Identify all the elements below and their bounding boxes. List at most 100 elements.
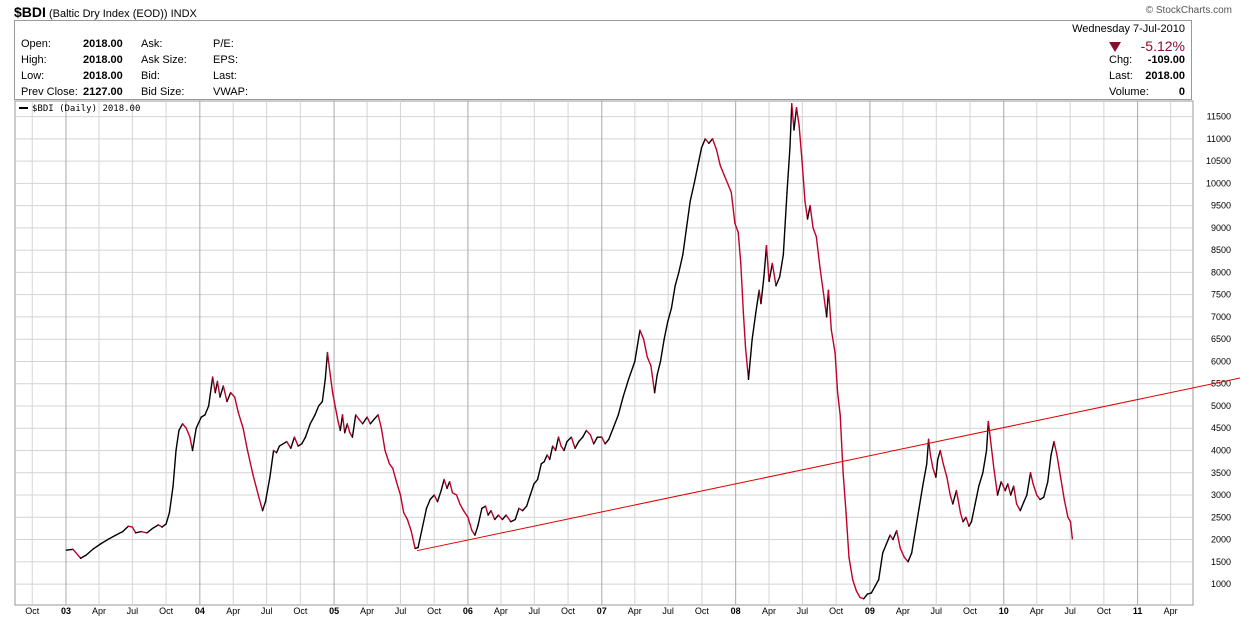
price-segment [1059, 476, 1065, 501]
price-segment [1023, 494, 1028, 503]
price-segment [497, 514, 504, 521]
price-segment [421, 507, 428, 532]
price-segment [134, 530, 142, 534]
price-segment [521, 505, 528, 512]
y-tick-label: 8000 [1211, 267, 1231, 277]
price-segment [175, 429, 180, 452]
y-tick-label: 6000 [1211, 356, 1231, 366]
low-value: 2018.00 [83, 70, 123, 82]
high-label: High: [21, 54, 47, 66]
price-segment [304, 423, 311, 438]
x-tick-label: Oct [963, 606, 978, 616]
price-segment [1019, 501, 1025, 512]
y-tick-label: 5000 [1211, 401, 1231, 411]
price-segment [99, 538, 109, 545]
price-segment [653, 374, 658, 394]
price-segment [72, 548, 82, 559]
price-segment [639, 329, 645, 340]
last-label: Last: [213, 70, 237, 82]
x-tick-label: Oct [25, 606, 40, 616]
x-tick-label: 08 [731, 606, 741, 616]
price-segment [670, 285, 676, 309]
x-tick-label: 06 [463, 606, 473, 616]
grid-lines [15, 101, 1193, 605]
price-segment [200, 414, 206, 418]
price-segment [355, 414, 360, 421]
price-segment [377, 414, 383, 429]
price-segment [529, 483, 535, 496]
price-segment [392, 467, 398, 483]
price-segment [525, 494, 531, 507]
price-segment [317, 400, 324, 407]
price-segment [667, 307, 673, 323]
price-segment [789, 102, 793, 149]
x-tick-label: Apr [762, 606, 776, 616]
price-segment [730, 191, 736, 225]
price-segment [554, 436, 560, 452]
price-segment [674, 271, 680, 287]
price-segment [207, 376, 214, 407]
price-segment [321, 378, 326, 403]
price-segment [346, 423, 351, 434]
x-tick-label: 10 [999, 606, 1009, 616]
x-tick-label: Jul [1064, 606, 1076, 616]
price-segment [612, 414, 620, 429]
price-segment [309, 414, 316, 425]
price-segment [970, 503, 976, 523]
high-value: 2018.00 [83, 54, 123, 66]
price-segment [798, 124, 803, 162]
price-segment [848, 556, 854, 581]
price-segment [543, 454, 548, 463]
price-segment [830, 329, 836, 354]
x-tick-label: 07 [597, 606, 607, 616]
price-segment [436, 489, 442, 503]
volume-label: Volume: [1109, 86, 1149, 98]
price-segment [737, 231, 742, 265]
price-segment [927, 438, 932, 456]
x-tick-label: Oct [159, 606, 174, 616]
price-segment [380, 427, 386, 452]
price-segment [907, 552, 913, 563]
bid-size-label: Bid Size: [141, 86, 185, 98]
y-tick-label: 11000 [1207, 134, 1231, 144]
volume-value: 0 [1178, 86, 1185, 98]
price-segment [589, 434, 595, 445]
x-tick-label: Apr [628, 606, 642, 616]
price-segment [949, 494, 954, 505]
last-price-label: Last: [1109, 70, 1133, 82]
x-tick-label: Jul [931, 606, 943, 616]
price-segment [282, 440, 288, 445]
price-segment [331, 391, 337, 409]
price-segment [533, 478, 539, 485]
price-segment [922, 463, 928, 487]
price-segment [955, 489, 962, 514]
down-arrow-icon [1109, 42, 1121, 52]
price-segment [903, 556, 909, 563]
price-segment [946, 476, 951, 496]
price-segment [1039, 496, 1045, 501]
price-segment [577, 436, 584, 443]
price-segment [682, 227, 688, 256]
price-segment [373, 414, 379, 421]
price-segment [122, 525, 130, 533]
price-segment [815, 236, 821, 269]
x-tick-label: Jul [662, 606, 674, 616]
x-tick-label: Oct [427, 606, 442, 616]
price-segment [918, 485, 924, 510]
price-segment [258, 496, 264, 512]
legend-label: $BDI (Daily) 2018.00 [32, 104, 140, 114]
price-segment [157, 524, 163, 528]
y-axis-labels: 1000 1500 2000 2500 3000 3500 4000 4500 5000 5500… [1206, 112, 1231, 589]
y-tick-label: 10500 [1206, 156, 1231, 166]
price-segment [617, 396, 624, 416]
x-tick-label: Jul [529, 606, 541, 616]
price-segment [1056, 454, 1062, 478]
price-segment [222, 385, 228, 403]
price-segment [403, 512, 409, 521]
price-segment [782, 191, 788, 256]
price-segment [341, 414, 346, 434]
price-segment [406, 518, 412, 532]
price-segment [246, 449, 254, 476]
price-segment [146, 527, 154, 534]
